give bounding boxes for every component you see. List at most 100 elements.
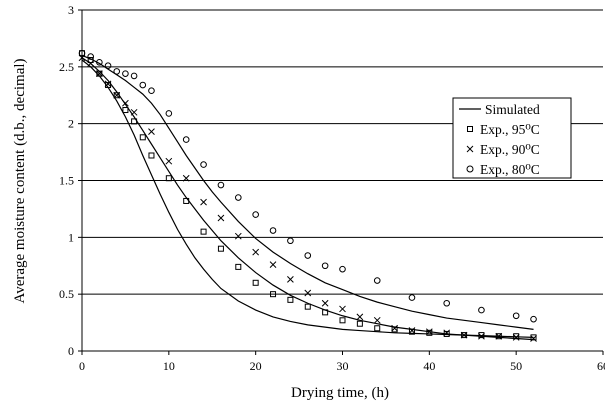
data-point-90c [182,174,190,182]
data-point-95c [183,197,190,204]
data-point-90c [130,108,138,116]
data-point-80c [269,227,277,234]
cross-stroke [287,276,294,283]
legend-cross-marker [466,145,474,153]
data-point-80c [200,161,207,168]
cross-stroke [122,99,129,107]
cross-stroke [165,157,173,165]
data-point-90c [234,232,242,240]
data-point-90c [200,198,207,206]
data-point-80c [217,181,225,189]
data-point-80c [130,72,138,80]
data-point-95c [461,332,468,339]
tick-labels: 0 10 20 30 40 50 60 0 0.5 1 1.5 2 2.5 3 [59,3,605,373]
cross-stroke [530,335,537,342]
data-point-80c [408,294,416,301]
simulated-curve [81,54,534,330]
legend-circle-marker [466,165,474,173]
cross-stroke [443,329,451,337]
cross-stroke [130,108,138,116]
legend: Simulated Exp., 95⁰C Exp., 90⁰C Exp., 80… [452,97,572,179]
legend-square-marker [467,126,473,132]
data-point-80c [478,306,485,314]
data-point-90c [356,313,364,321]
data-point-90c [391,324,398,332]
cross-stroke [96,70,103,78]
data-point-95c [165,175,172,182]
cross-stroke [321,299,329,307]
cross-stroke [425,328,433,336]
data-point-80c [182,136,190,143]
data-point-90c [104,80,112,88]
x-tick-label: 30 [337,359,349,373]
legend-label-simulated: Simulated [485,102,540,117]
axes [78,9,604,355]
y-tick-label: 1 [68,230,74,244]
data-point-90c [122,99,129,107]
data-point-95c [96,70,103,77]
data-point-80c [304,252,312,259]
legend-label-95c: Exp., 95⁰C [480,122,540,137]
cross-stroke [373,316,381,324]
data-point-95c [139,134,146,141]
cross-stroke [234,232,242,240]
legend-label-80c: Exp., 80⁰C [480,162,540,177]
data-point-80c [96,58,103,66]
data-point-80c [235,194,242,201]
data-point-90c [530,335,537,342]
data-point-80c [104,62,112,69]
data-point-90c [443,329,451,337]
simulated-curve [81,59,534,338]
data-point-90c [425,328,433,336]
y-tick-label: 0 [68,344,74,358]
data-point-90c [478,332,485,340]
data-point-95c [495,333,502,340]
data-point-95c [322,309,329,316]
data-point-95c [148,152,155,159]
data-point-80c [113,68,121,75]
data-point-90c [113,91,121,99]
data-point-90c [460,331,468,339]
x-tick-label: 20 [250,359,262,373]
cross-stroke [356,313,364,321]
x-tick-label: 50 [510,359,522,373]
cross-stroke [182,174,190,182]
cross-stroke [512,334,520,341]
cross-stroke [304,289,312,297]
cross-stroke [148,128,155,135]
cross-stroke [391,324,398,332]
data-point-95c [122,107,129,114]
cross-stroke [87,60,95,67]
y-tick-label: 3 [68,3,74,17]
cross-stroke [200,198,207,206]
data-point-90c [165,157,173,165]
data-point-95c [105,82,112,89]
data-point-80c [512,312,520,320]
cross-stroke [252,248,260,256]
y-tick-label: 0.5 [59,287,74,301]
legend-box [452,97,572,179]
data-point-95c [339,317,346,324]
data-point-95c [391,326,398,333]
data-point-80c [443,299,451,307]
x-tick-label: 40 [423,359,435,373]
cross-stroke [339,305,346,313]
cross-stroke [460,331,468,339]
cross-stroke [269,261,277,268]
data-point-90c [373,316,381,324]
data-point-95c [252,279,259,286]
data-point-80c [78,49,86,57]
data-point-95c [287,296,294,303]
data-point-95c [513,333,520,340]
data-point-95c [217,245,224,252]
data-point-80c [339,265,346,273]
data-point-95c [131,118,138,125]
data-point-95c [356,320,363,327]
data-point-80c [148,87,155,95]
cross-stroke [408,327,416,334]
cross-stroke [217,214,225,222]
data-point-95c [374,325,381,332]
